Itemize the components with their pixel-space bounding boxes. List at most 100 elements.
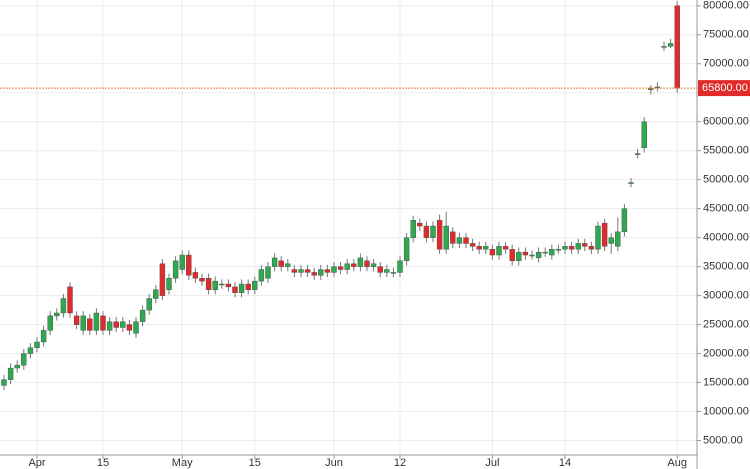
candle-body xyxy=(179,254,185,270)
candle-body xyxy=(588,246,595,250)
candle-body xyxy=(516,251,522,262)
x-tick-label: Jul xyxy=(485,457,499,469)
candle-body xyxy=(40,330,47,343)
y-tick-label: 80000.00 xyxy=(703,0,749,12)
candle-body xyxy=(139,309,146,322)
candle-body xyxy=(634,153,641,155)
candle-body xyxy=(219,283,225,286)
candle-body xyxy=(582,243,588,247)
y-tick-label: 35000.00 xyxy=(703,261,749,273)
candle-body xyxy=(436,220,443,250)
candle-body xyxy=(238,283,245,293)
y-tick-label: 40000.00 xyxy=(703,232,749,244)
candle-body xyxy=(509,249,515,262)
candle-body xyxy=(258,269,265,282)
x-tick-label: 14 xyxy=(559,457,571,469)
candle-body xyxy=(489,249,496,256)
candle-body xyxy=(351,263,357,267)
candle-body xyxy=(357,257,364,267)
candle-body xyxy=(549,249,555,256)
candle-body xyxy=(172,260,179,279)
candle-body xyxy=(1,379,7,386)
candle-body xyxy=(502,246,509,250)
candle-body xyxy=(674,5,680,89)
candle-body xyxy=(311,272,317,276)
price-label-box xyxy=(698,80,750,97)
candle-body xyxy=(370,263,377,267)
candle-body xyxy=(384,269,390,273)
candle-body xyxy=(186,254,192,276)
candle-body xyxy=(225,283,232,288)
candle-body xyxy=(542,251,548,254)
candle-body xyxy=(14,364,20,369)
candle-body xyxy=(87,318,93,331)
candle-body xyxy=(337,266,344,270)
candle-body xyxy=(133,321,139,334)
candle-body xyxy=(608,237,614,244)
y-tick-label: 75000.00 xyxy=(703,29,749,41)
x-tick-label: 15 xyxy=(249,457,261,469)
candle-body xyxy=(205,278,212,291)
candle-body xyxy=(54,312,60,317)
candle-body xyxy=(7,367,14,380)
candle-body xyxy=(126,324,133,331)
candle-body xyxy=(443,225,449,250)
candle-body xyxy=(27,347,34,354)
candle-body xyxy=(601,222,608,247)
candle-body xyxy=(410,220,416,238)
x-tick-label: Jun xyxy=(325,457,343,469)
candle-body xyxy=(159,263,166,296)
candle-body xyxy=(212,280,218,291)
y-tick-label: 15000.00 xyxy=(703,376,749,388)
candle-body xyxy=(344,263,350,270)
candle-body xyxy=(397,260,403,273)
candle-body xyxy=(364,260,370,267)
candle-body xyxy=(324,269,331,273)
candle-body xyxy=(667,43,674,47)
candle-body xyxy=(271,257,278,267)
candle-body xyxy=(430,225,436,238)
y-tick-label: 20000.00 xyxy=(703,347,749,359)
candle-body xyxy=(106,321,113,331)
candle-body xyxy=(450,231,456,244)
candle-body xyxy=(100,315,106,331)
candle-body xyxy=(113,321,119,328)
candle-body xyxy=(80,315,86,331)
y-tick-label: 5000.00 xyxy=(703,434,743,446)
candle-body xyxy=(535,251,542,259)
candle-body xyxy=(628,182,634,184)
y-tick-label: 60000.00 xyxy=(703,116,749,128)
candle-body xyxy=(120,321,126,328)
candle-body xyxy=(192,272,199,279)
candle-body xyxy=(93,312,100,331)
candle-body xyxy=(476,246,482,250)
candle-body xyxy=(377,266,383,273)
candle-body xyxy=(483,246,489,250)
candle-body xyxy=(463,237,469,244)
x-tick-label: Aug xyxy=(667,457,687,469)
candle-body xyxy=(304,269,311,273)
candle-body xyxy=(252,280,258,291)
candle-body xyxy=(390,272,397,274)
candle-body xyxy=(595,225,601,250)
y-tick-label: 25000.00 xyxy=(703,318,749,330)
candle-body xyxy=(615,231,621,247)
candle-body xyxy=(146,298,152,311)
candle-body xyxy=(568,246,575,250)
candle-body xyxy=(60,298,67,314)
y-tick-label: 55000.00 xyxy=(703,145,749,157)
candle-body xyxy=(21,353,27,366)
y-tick-label: 30000.00 xyxy=(703,290,749,302)
candle-body xyxy=(199,278,205,282)
candle-body xyxy=(661,46,667,48)
x-tick-label: May xyxy=(172,457,193,469)
candle-body xyxy=(403,237,410,262)
candle-body xyxy=(47,315,53,331)
x-tick-label: 12 xyxy=(394,457,406,469)
candle-body xyxy=(529,254,535,257)
y-tick-label: 10000.00 xyxy=(703,405,749,417)
y-tick-label: 70000.00 xyxy=(703,58,749,70)
candle-body xyxy=(331,266,337,273)
